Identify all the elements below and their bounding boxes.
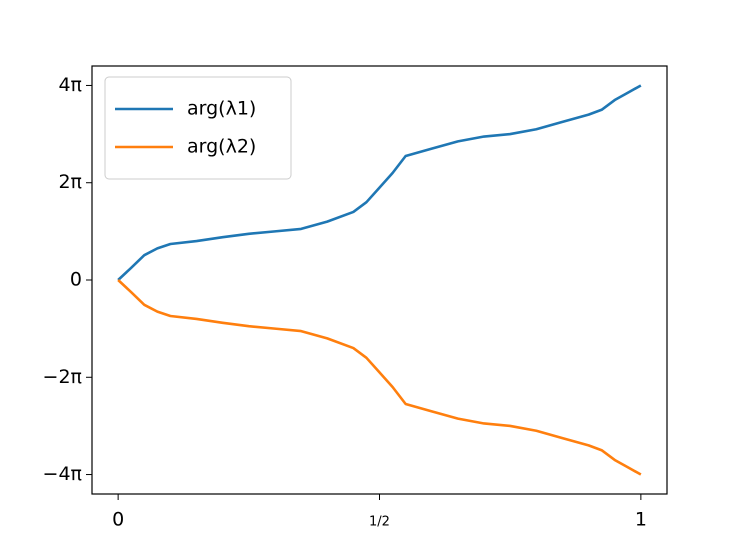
- data-line: [117, 84, 642, 281]
- y-tick-label: 2π: [58, 171, 82, 193]
- x-tick-label: 1/2: [369, 515, 390, 530]
- legend-label: arg(λ1): [187, 98, 256, 120]
- y-tick-label: −4π: [43, 463, 82, 485]
- y-tick-label: 4π: [58, 74, 82, 96]
- x-tick-label: 1: [635, 509, 647, 531]
- y-tick-label: −2π: [43, 366, 82, 388]
- x-tick-label: 0: [112, 509, 124, 531]
- x-tick-fraction: 1/2: [369, 515, 390, 530]
- data-line: [117, 279, 642, 476]
- legend-label: arg(λ2): [187, 136, 256, 158]
- legend-box: [104, 76, 292, 180]
- y-tick-label: 0: [70, 269, 82, 291]
